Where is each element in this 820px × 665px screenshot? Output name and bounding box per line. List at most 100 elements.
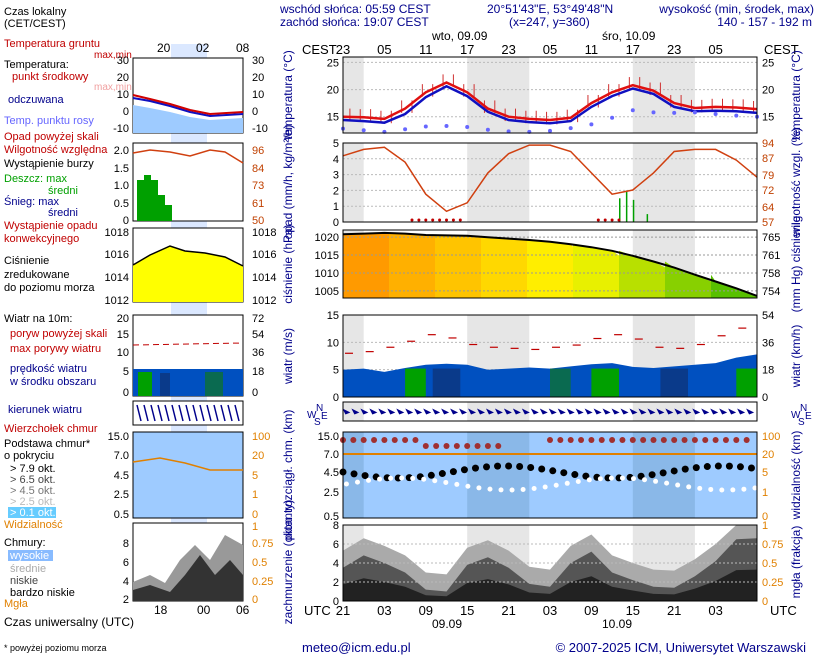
pressure-fill-segment [389,232,436,298]
precip-ytick-r: 87 [762,153,774,165]
legend-ground-sub: max,min [94,50,132,61]
legend-press-l2: zredukowane [4,269,69,281]
cloud-panel-frame [342,524,758,602]
precip-ytick-l: 2 [333,185,339,197]
dew-point [444,123,449,128]
wind-speed-band [405,368,426,397]
cest-tick: 17 [626,42,640,57]
dew-point [610,115,615,120]
cloud-ytick-r: 0.25 [762,577,783,589]
conv-marker [417,218,421,222]
cloud-base-dot-thin [653,478,659,484]
legend-fog: Mgła [4,598,29,610]
cbase-ytick-l: 15.0 [318,431,339,443]
dew-point [589,122,594,127]
leg-precip-tick-l: 0.5 [114,198,129,210]
cbase-ytick-r: 0 [762,511,768,523]
wind-direction-arrow [584,408,593,415]
compass-w: W [307,410,317,421]
leg-cbase-tick-l: 7.0 [114,450,129,462]
cloud-base-dot-thin [597,476,603,482]
temp-ytick-r: 20 [762,85,774,97]
cloud-base-dot [483,463,491,471]
legend-temp-feel: odczuwana [8,94,65,106]
wind-ytick-l: 0 [333,392,339,404]
temp-ytick-l: 25 [327,57,339,69]
temp-night-band [343,57,364,133]
wind-direction-arrow [459,408,468,415]
wind-ytick-l: 5 [333,365,339,377]
cloud-peak-dot [495,443,502,449]
legend-btime-00: 00 [197,603,211,617]
precip-ytick-l: 3 [333,170,339,182]
cloud-base-dot-thin [520,487,526,493]
cloud-base-dot-thin [421,476,427,482]
cloud-base-dot-thin [675,482,681,488]
wind-direction-arrow [638,408,647,415]
legend-ground-temp: Temperatura gruntu [4,38,100,50]
legend-wind-title: Wiatr na 10m: [4,313,72,325]
wind-speed-band [591,368,619,397]
leg-cbase-tick-r: 5 [252,470,258,482]
leg-cloud-tick-r: 0 [252,594,258,606]
wind-direction-arrow [450,408,459,415]
wind-direction-arrow [692,408,701,415]
cloud-base-dot-thin [608,475,614,481]
cloud-peak-dot [743,437,750,443]
cloud-base-dot-thin [388,475,394,481]
leg-press-tick-r: 1014 [252,272,276,284]
leg-cloud-tick-l: 4 [123,576,129,588]
cloud-peak-dot [402,437,409,443]
precip-panel-bg [343,143,757,222]
dew-point [672,110,677,115]
legend-o25: > 2.5 okt. [10,496,56,508]
wind-direction-arrow [351,408,360,415]
precip-ytick-l: 4 [333,154,339,166]
cloud-peak-dot [702,437,709,443]
legend-time-20: 20 [157,41,171,55]
wind-direction-arrow [737,408,746,415]
cloud-base-dot [527,464,535,472]
cloud-base-dot-thin [686,484,692,490]
cloud-base-dot [703,463,711,471]
legend-temp-title: Temperatura: [4,59,69,71]
temp-ytick-l: 15 [327,112,339,124]
legend-utc-caption: Czas uniwersalny (UTC) [4,615,134,629]
cloud-peak-dot [660,437,667,443]
leg-cbase-tick-r: 100 [252,431,270,443]
legend-cloud-vlow: bardzo niskie [10,587,75,599]
cbase-ytick-l: 0.5 [324,511,339,523]
leg-press-tick-l: 1012 [105,295,129,307]
legend-gust-max: max porywy wiatru [10,343,101,355]
precip-ytick-r: 64 [762,202,774,214]
utc-tick-labels: 21 03 09 15 21 03 09 15 21 03 [336,603,723,618]
press-ytick-r: 754 [762,286,780,298]
cloud-vlow-fill [343,569,757,601]
cloud-base-dot [549,467,557,475]
cloud-peak-dot [650,437,657,443]
cloud-base-dot [427,471,435,479]
cloud-peak-dot [371,437,378,443]
conv-marker [438,218,442,222]
cloud-peak-dot [640,437,647,443]
cloud-base-dot-thin [531,485,537,491]
leg-precip-tick-l: 2.0 [114,145,129,157]
legend-cloud-mid: średnie [10,563,46,575]
cbase-bg [343,432,757,518]
leg-temp-tick-l: -10 [113,123,129,135]
wind-direction-arrow [405,408,414,415]
legend-direction-arrow [234,404,240,422]
wind-direction-arrow [656,408,665,415]
legend-btime-06: 06 [236,603,250,617]
cloud-base-dot [582,472,590,480]
footer-email[interactable]: meteo@icm.edu.pl [302,640,411,655]
leg-cbase-tick-l: 4.5 [114,470,129,482]
leg-press-tick-l: 1014 [105,272,129,284]
cloud-peak-dot [681,437,688,443]
cloud-peak-dot [567,437,574,443]
wind-ytick-r: 0 [762,392,768,404]
wind-direction-arrow [701,408,710,415]
cbase-ytick-l: 7.0 [324,449,339,461]
cbase-ylabel-l: pion. rozciągł. chm. (km) [281,410,295,541]
leg-cloud-tick-l: 0 [123,0,129,3]
